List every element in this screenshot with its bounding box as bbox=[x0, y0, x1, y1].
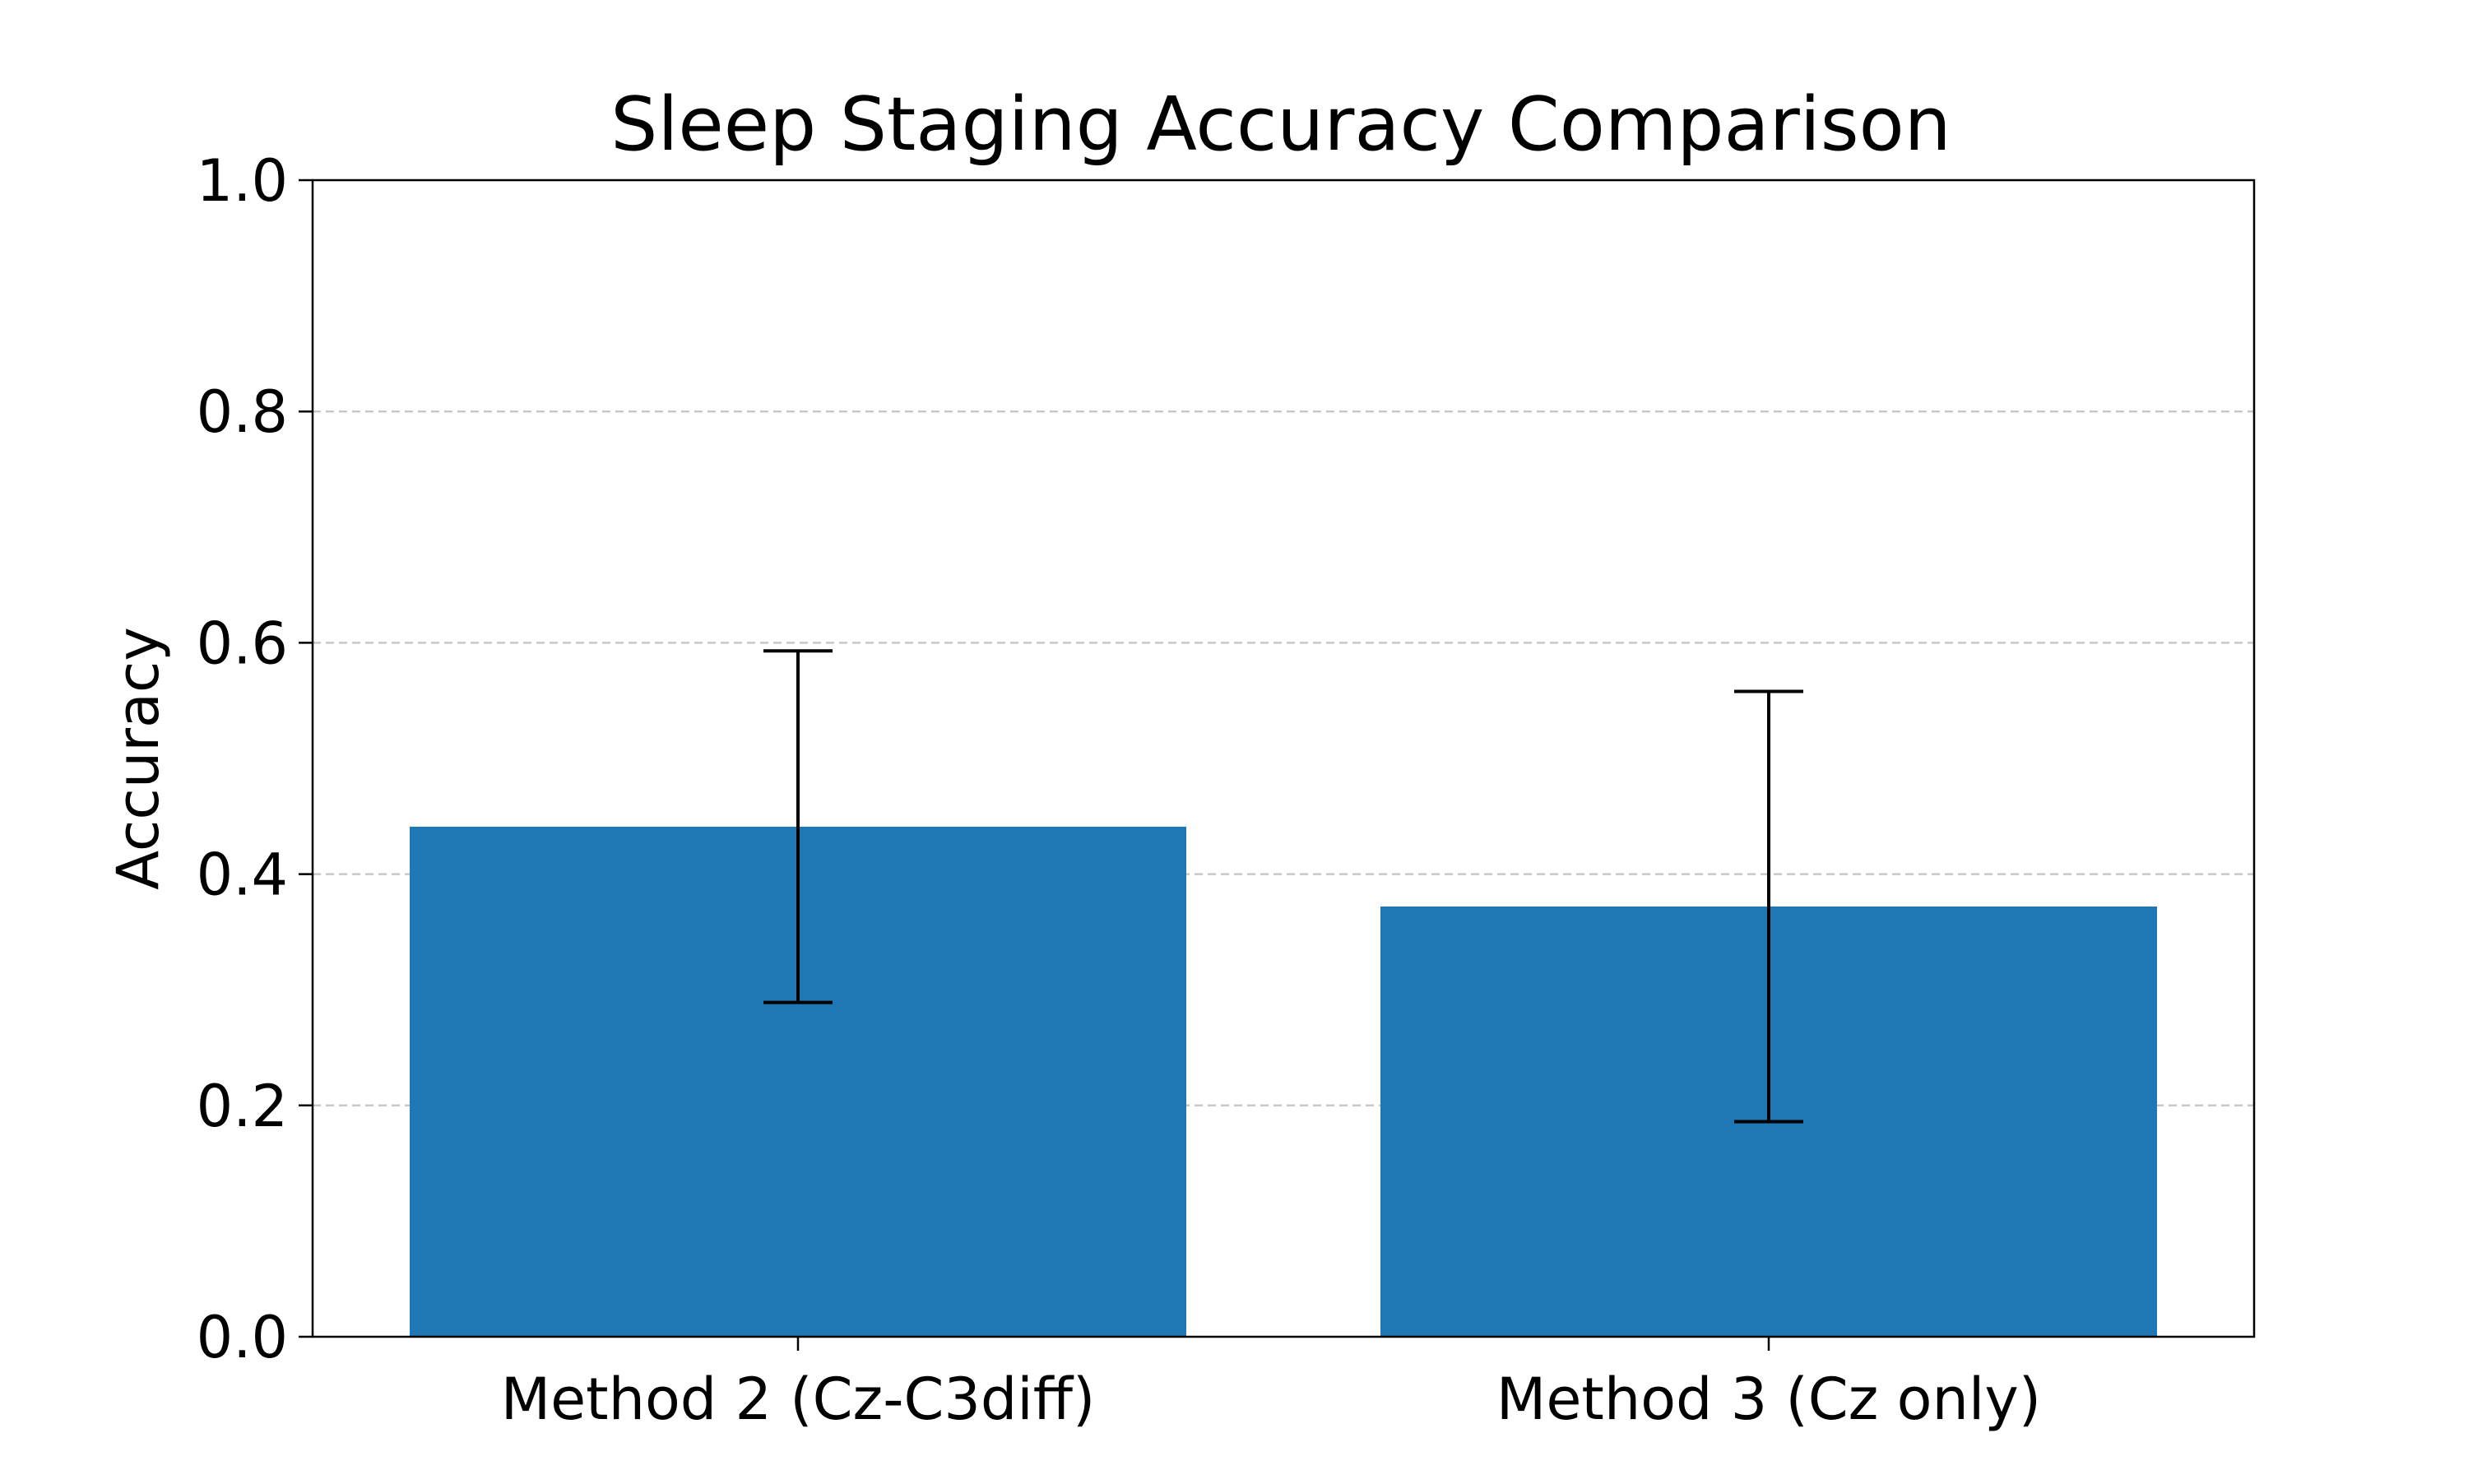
bars bbox=[410, 826, 2157, 1337]
y-tick-label: 0.4 bbox=[197, 842, 288, 909]
chart-title: Sleep Staging Accuracy Comparison bbox=[610, 81, 1951, 168]
axes bbox=[299, 179, 2256, 1351]
x-tick-label: Method 3 (Cz only) bbox=[1496, 1366, 2041, 1433]
x-tick-label: Method 2 (Cz-C3diff) bbox=[501, 1366, 1096, 1433]
y-tick-label: 0.8 bbox=[197, 378, 288, 446]
y-axis-label: Accuracy bbox=[104, 627, 172, 890]
y-tick-label: 0.6 bbox=[197, 610, 288, 677]
tick-labels: 0.0 0.2 0.4 0.6 0.8 1.0 Method 2 (Cz-C3diff) Me… bbox=[197, 147, 2041, 1433]
y-tick-label: 1.0 bbox=[197, 147, 288, 215]
y-tick-label: 0.0 bbox=[197, 1304, 288, 1371]
error-bars bbox=[763, 649, 1803, 1124]
plot-frame bbox=[311, 179, 2256, 1338]
y-tick-label: 0.2 bbox=[197, 1073, 288, 1140]
